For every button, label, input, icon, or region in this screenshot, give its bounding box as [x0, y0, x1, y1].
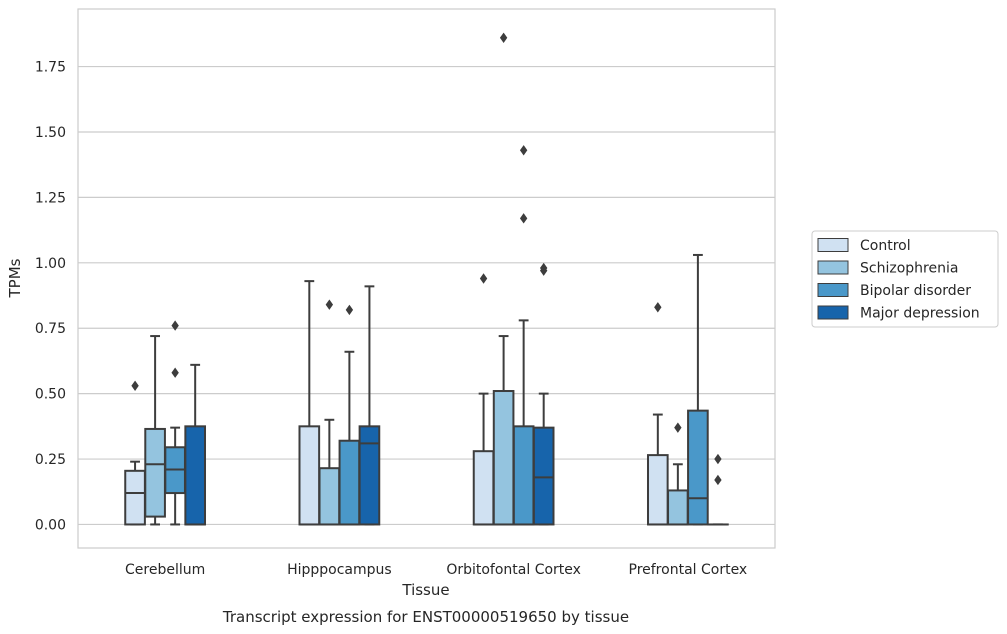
box-group — [338, 304, 361, 526]
legend-label: Control — [860, 238, 911, 254]
y-tick-label: 1.75 — [35, 60, 66, 76]
box-group — [512, 145, 535, 526]
box — [358, 425, 381, 526]
outlier-point — [171, 320, 179, 331]
boxes — [124, 32, 729, 526]
box — [318, 467, 341, 526]
legend-swatch — [817, 305, 849, 320]
y-tick-label: 1.00 — [35, 256, 66, 272]
outlier-point — [519, 145, 528, 156]
box-group — [667, 422, 689, 526]
legend-label: Schizophrenia — [860, 261, 958, 277]
box-group — [472, 273, 495, 526]
y-axis-title: TPMs — [6, 258, 24, 298]
x-tick-label: Hipppocampus — [287, 562, 392, 578]
y-tick-label: 0.75 — [35, 321, 66, 337]
box-group — [298, 280, 321, 526]
box — [687, 409, 709, 526]
box — [338, 439, 361, 526]
outlier-point — [345, 304, 354, 316]
y-tick-labels: 0.00 0.25 0.50 0.75 1.00 1.25 1.50 1.75 — [35, 60, 66, 534]
box-group — [144, 335, 166, 526]
chart-caption: Transcript expression for ENST0000051965… — [222, 608, 629, 626]
outlier-point — [654, 302, 662, 313]
box-group — [646, 302, 669, 526]
box — [124, 469, 146, 526]
outlier-point — [499, 32, 508, 43]
box — [646, 454, 669, 526]
outlier-point — [519, 213, 528, 224]
outlier-point — [674, 422, 682, 433]
box-group — [318, 299, 341, 526]
x-tick-labels: Cerebellum Hipppocampus Orbitofontal Corte… — [125, 562, 747, 578]
x-tick-label: Cerebellum — [125, 562, 205, 578]
box-group — [358, 285, 381, 526]
legend: Control Schizophrenia Bipolar disorder Majo… — [811, 230, 999, 328]
outlier-point — [714, 474, 722, 486]
box-group — [532, 262, 555, 526]
legend-swatch — [817, 260, 849, 275]
box — [512, 425, 535, 526]
legend-label: Bipolar disorder — [860, 283, 971, 299]
y-tick-label: 1.50 — [35, 125, 66, 141]
legend-frame — [811, 230, 999, 328]
box-group — [124, 380, 146, 526]
box — [472, 450, 495, 526]
x-axis-title: Tissue — [401, 581, 449, 599]
y-tick-label: 1.25 — [35, 190, 66, 206]
y-tick-label: 0.25 — [35, 452, 66, 468]
plot-area-frame — [77, 8, 776, 549]
outlier-point — [171, 367, 179, 378]
box-group — [687, 253, 709, 526]
legend-swatch — [817, 283, 849, 297]
box — [492, 390, 515, 526]
box — [144, 427, 166, 518]
box-group — [707, 453, 729, 526]
legend-swatch — [817, 238, 849, 252]
legend-label: Major depression — [860, 306, 980, 322]
box — [184, 425, 207, 526]
outlier-point — [714, 453, 722, 465]
box-group — [164, 320, 186, 526]
box — [667, 489, 689, 526]
y-tick-label: 0.50 — [35, 387, 66, 403]
x-tick-label: Prefrontal Cortex — [629, 562, 748, 578]
y-tick-label: 0.00 — [35, 517, 66, 533]
outlier-point — [539, 265, 548, 276]
box-group — [184, 363, 207, 526]
outlier-point — [325, 299, 334, 310]
x-tick-label: Orbitofontal Cortex — [446, 562, 581, 578]
box-group — [492, 32, 515, 526]
box — [298, 425, 321, 526]
box — [532, 426, 555, 526]
outlier-point — [131, 380, 139, 391]
outlier-point — [479, 273, 488, 284]
